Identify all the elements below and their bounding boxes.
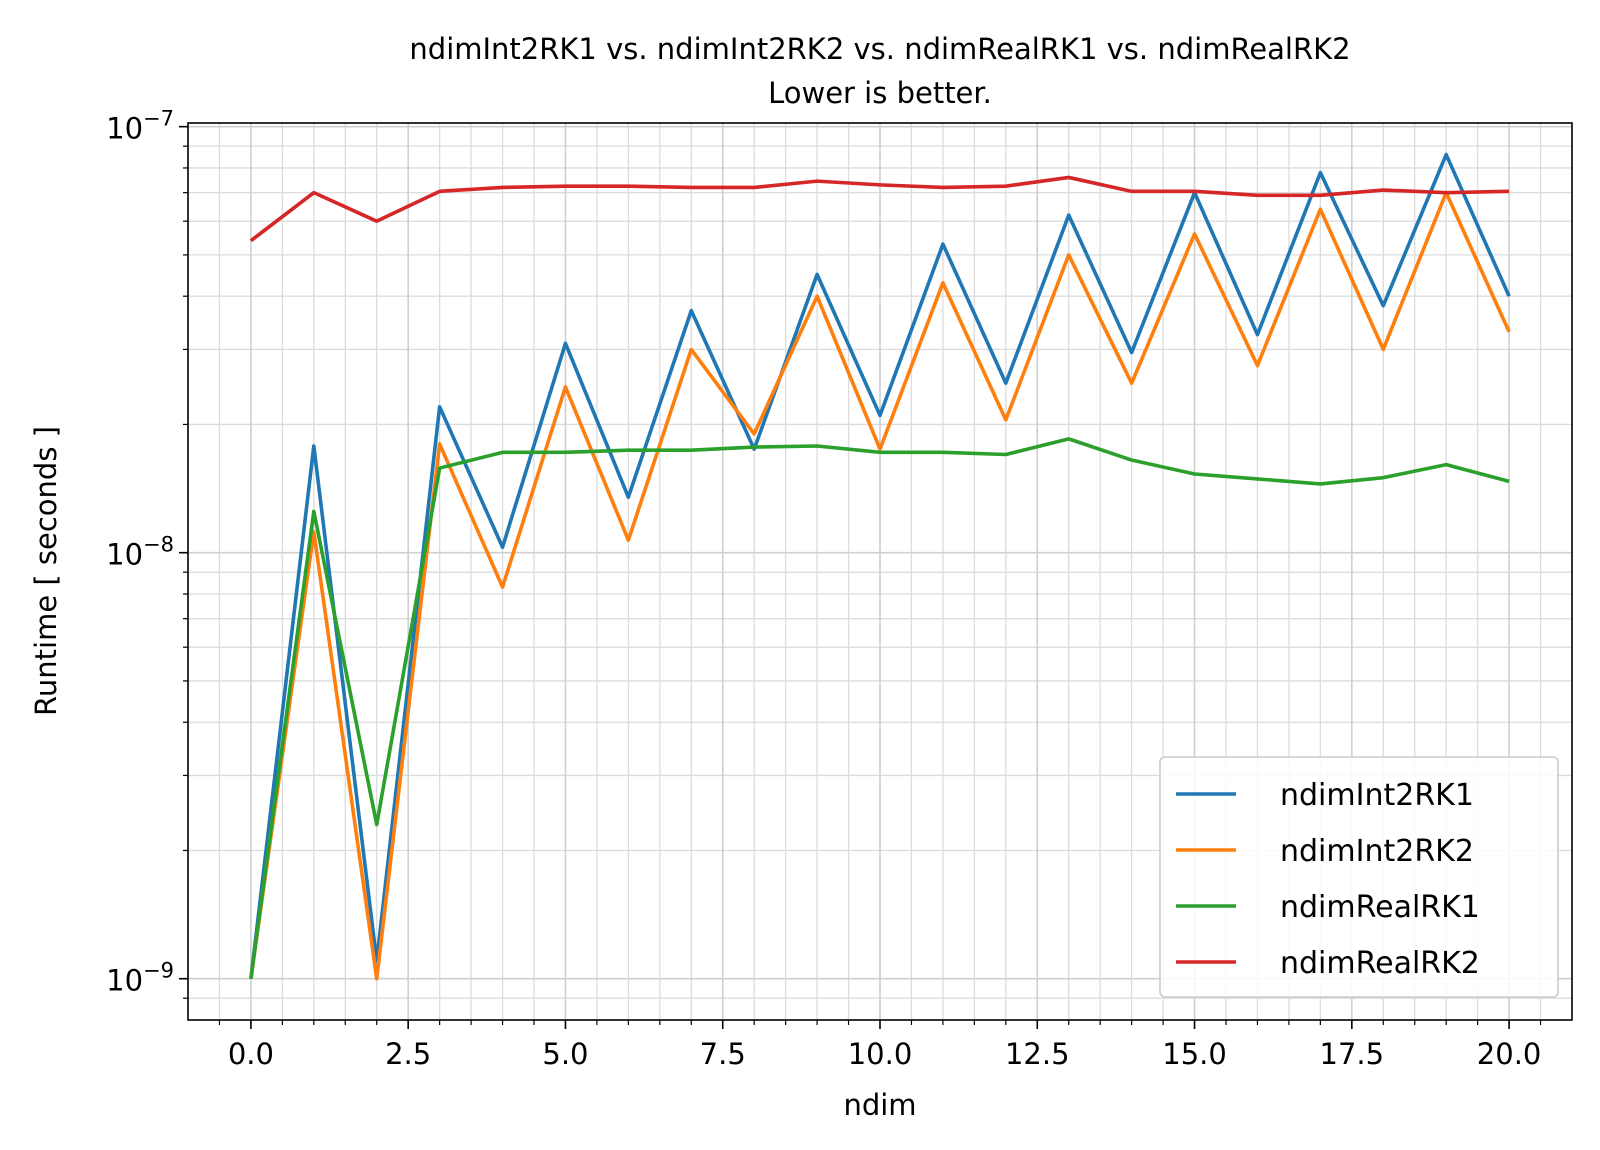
- x-tick-label: 12.5: [1005, 1037, 1070, 1071]
- series-line-ndimInt2RK2: [249, 190, 1511, 981]
- legend-label: ndimInt2RK2: [1280, 834, 1474, 869]
- series-line-ndimRealRK2: [249, 175, 1510, 243]
- series-lines: [249, 152, 1511, 981]
- y-tick-label: 10−9: [106, 959, 174, 998]
- x-axis-label: ndim: [843, 1088, 916, 1122]
- x-tick-label: 20.0: [1477, 1037, 1542, 1071]
- legend-label: ndimInt2RK1: [1280, 778, 1474, 813]
- y-axis-label: Runtime [ seconds ]: [29, 426, 63, 716]
- x-tick-label: 0.0: [228, 1037, 274, 1071]
- series-line-ndimInt2RK1: [249, 152, 1511, 979]
- legend: ndimInt2RK1 ndimInt2RK2 ndimRealRK1 ndimRea…: [1159, 756, 1559, 998]
- axis-ticks: 0.0 2.5 5.0 7.5 10.0 12.5 15.0 17.5 20.0 10−9 10−8…: [106, 107, 1541, 1071]
- x-tick-label: 10.0: [848, 1037, 913, 1071]
- x-tick-label: 17.5: [1320, 1037, 1385, 1071]
- x-tick-label: 15.0: [1162, 1037, 1227, 1071]
- chart-title: ndimInt2RK1 vs. ndimInt2RK2 vs. ndimReal…: [409, 32, 1350, 66]
- x-tick-label: 5.0: [542, 1037, 588, 1071]
- legend-label: ndimRealRK1: [1280, 890, 1480, 925]
- x-tick-label: 2.5: [385, 1037, 431, 1071]
- y-tick-label: 10−8: [106, 533, 174, 572]
- series-line-ndimRealRK1: [249, 437, 1510, 979]
- chart-subtitle: Lower is better.: [768, 76, 992, 110]
- legend-label: ndimRealRK2: [1280, 946, 1480, 981]
- x-tick-label: 7.5: [700, 1037, 746, 1071]
- y-tick-label: 10−7: [106, 107, 174, 146]
- legend-box: [1159, 756, 1559, 998]
